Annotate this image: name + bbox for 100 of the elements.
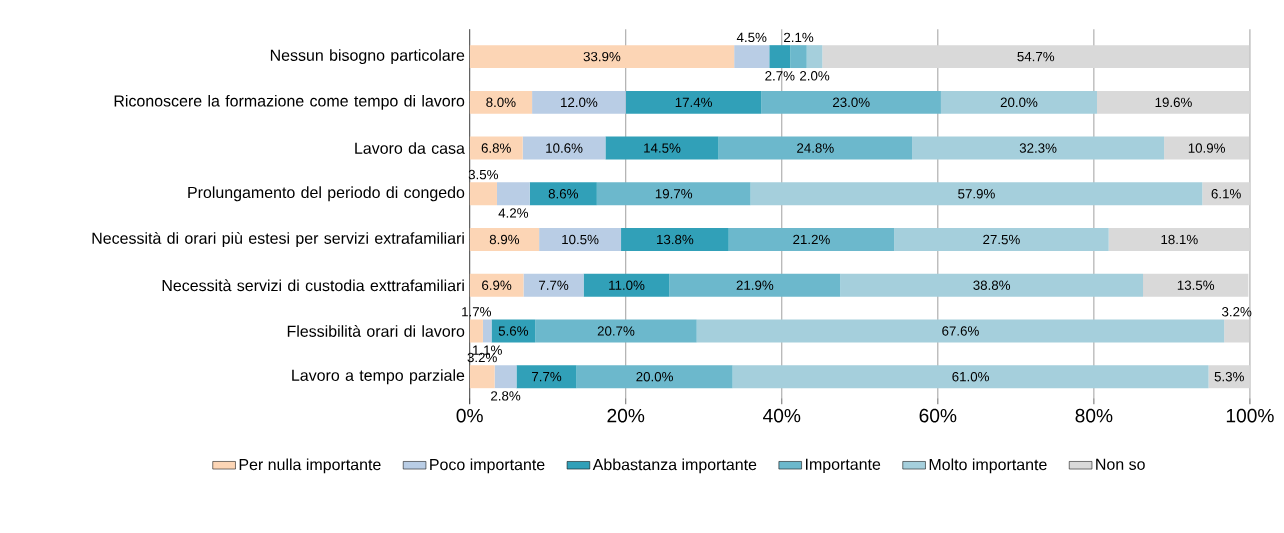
data-label: 6.9% (482, 280, 512, 290)
y-tick-label: Riconoscere la formazione come tempo di lavoro (114, 94, 465, 110)
y-tick-label: Flessibilità orari di lavoro (287, 325, 465, 337)
x-tick-label: 40% (763, 408, 801, 423)
data-label: 2.0% (800, 71, 830, 81)
data-label: 20.7% (597, 326, 635, 336)
bar (1202, 182, 1250, 206)
data-label: 67.6% (942, 326, 979, 336)
data-label: 12.0% (561, 97, 598, 108)
bar (469, 273, 524, 297)
legend-label: Poco importante (430, 458, 545, 474)
bar (734, 45, 770, 69)
data-label: 33.9% (583, 51, 621, 62)
bar (605, 136, 719, 160)
bar (822, 45, 1250, 69)
bar (1096, 90, 1250, 114)
bar (790, 45, 807, 69)
data-label: 5.6% (498, 326, 529, 336)
data-label: 27.5% (983, 234, 1020, 245)
data-label: 19.6% (1155, 97, 1192, 108)
data-label: 14.5% (644, 143, 681, 153)
bar (482, 319, 492, 343)
data-label: 10.9% (1188, 143, 1226, 153)
bar (750, 182, 1203, 206)
bar (940, 90, 1097, 114)
bar (516, 365, 577, 389)
y-tick-label: Necessità di orari più estesi per servizi extrafamiliari (92, 232, 464, 248)
data-label: 23.0% (833, 97, 870, 108)
bar (1108, 228, 1250, 251)
bar (539, 228, 622, 251)
legend-label: Non so (1096, 458, 1145, 470)
data-label: 7.7% (532, 372, 562, 382)
data-label: 6.1% (1211, 189, 1241, 199)
data-label: 2.1% (784, 32, 814, 43)
bar (669, 273, 841, 297)
bar (1143, 273, 1249, 297)
data-label: 8.9% (489, 234, 520, 245)
bar (621, 228, 729, 251)
y-tick-label: Lavoro da casa (355, 142, 465, 154)
data-label: 61.0% (952, 372, 989, 382)
data-label: 19.7% (655, 189, 693, 199)
data-label: 17.4% (675, 97, 713, 108)
bar (532, 90, 626, 114)
data-label: 57.9% (958, 189, 995, 199)
bar (496, 182, 530, 206)
bar (894, 228, 1109, 251)
data-label: 21.9% (736, 280, 774, 290)
data-label: 5.3% (1214, 372, 1244, 382)
bar (469, 45, 735, 69)
legend-label: Per nulla importante (239, 458, 381, 474)
legend-label: Importante (806, 458, 881, 474)
bar (696, 319, 1225, 343)
bar (529, 182, 597, 206)
data-label: 10.5% (562, 234, 599, 245)
bar (576, 365, 733, 389)
bar (912, 136, 1165, 160)
bar (469, 228, 540, 251)
x-tick-label: 0% (456, 408, 483, 423)
bar (535, 319, 697, 343)
bar (596, 182, 751, 206)
data-label: 2.7% (765, 71, 795, 81)
data-label: 3.2% (1221, 307, 1252, 317)
data-label: 18.1% (1161, 234, 1198, 245)
data-label: 54.7% (1017, 51, 1055, 62)
bar (718, 136, 913, 160)
bar (728, 228, 895, 251)
bar (523, 273, 584, 297)
y-tick-label: Prolungamento del periodo di congedo (188, 186, 465, 202)
bar (1164, 136, 1250, 160)
bar (469, 182, 497, 206)
data-label: 20.0% (636, 372, 673, 382)
data-label: 21.2% (793, 234, 830, 245)
data-label: 2.8% (491, 391, 521, 401)
y-tick-label: Nessun bisogno particolare (270, 49, 465, 65)
bar (1224, 319, 1250, 343)
data-label: 32.3% (1019, 143, 1057, 153)
legend-label: Abbastanza importante (592, 458, 757, 474)
bar (494, 365, 517, 389)
x-tick-label: 20% (607, 408, 645, 423)
data-label: 20.0% (1000, 97, 1038, 108)
bar (469, 319, 483, 343)
bar (625, 90, 762, 114)
data-label: 8.0% (486, 97, 516, 108)
data-label: 13.8% (657, 234, 694, 245)
y-tick-label: Lavoro a tempo parziale (292, 369, 465, 385)
y-tick-label: Necessità servizi di custodia exttrafamiliari (162, 279, 464, 292)
data-label: 11.0% (609, 280, 645, 290)
x-tick-label: 100% (1226, 408, 1274, 423)
data-label: 7.7% (539, 280, 569, 290)
data-label: 4.5% (736, 32, 767, 43)
legend-label: Molto importante (929, 458, 1047, 474)
data-label: 4.2% (498, 208, 529, 218)
bar (732, 365, 1209, 389)
data-label: 13.5% (1177, 280, 1215, 290)
bar (522, 136, 606, 160)
bar (769, 45, 791, 69)
bar (469, 90, 533, 114)
data-label: 6.8% (481, 143, 511, 153)
data-label: 8.6% (548, 189, 579, 199)
data-label: 24.8% (797, 143, 834, 153)
